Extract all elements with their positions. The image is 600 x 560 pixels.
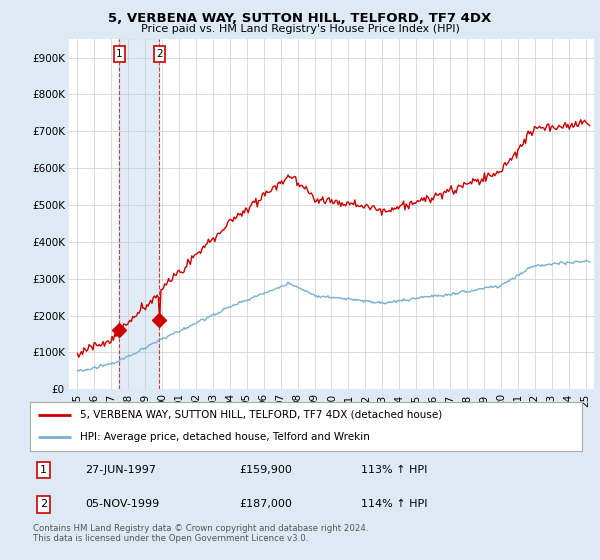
Bar (119, 39, 160, 389)
Text: Contains HM Land Registry data © Crown copyright and database right 2024.
This d: Contains HM Land Registry data © Crown c… (33, 524, 368, 543)
Text: 1: 1 (40, 465, 47, 475)
Text: 2: 2 (40, 500, 47, 510)
Text: HPI: Average price, detached house, Telford and Wrekin: HPI: Average price, detached house, Telf… (80, 432, 370, 442)
Text: 1: 1 (116, 49, 123, 59)
Text: 113% ↑ HPI: 113% ↑ HPI (361, 465, 428, 475)
Text: £187,000: £187,000 (240, 500, 293, 510)
Text: 5, VERBENA WAY, SUTTON HILL, TELFORD, TF7 4DX: 5, VERBENA WAY, SUTTON HILL, TELFORD, TF… (109, 12, 491, 25)
Text: 27-JUN-1997: 27-JUN-1997 (85, 465, 156, 475)
Text: £159,900: £159,900 (240, 465, 293, 475)
Text: 2: 2 (156, 49, 163, 59)
Text: 05-NOV-1999: 05-NOV-1999 (85, 500, 160, 510)
Text: 114% ↑ HPI: 114% ↑ HPI (361, 500, 428, 510)
Text: 5, VERBENA WAY, SUTTON HILL, TELFORD, TF7 4DX (detached house): 5, VERBENA WAY, SUTTON HILL, TELFORD, TF… (80, 410, 442, 420)
Text: Price paid vs. HM Land Registry's House Price Index (HPI): Price paid vs. HM Land Registry's House … (140, 24, 460, 34)
